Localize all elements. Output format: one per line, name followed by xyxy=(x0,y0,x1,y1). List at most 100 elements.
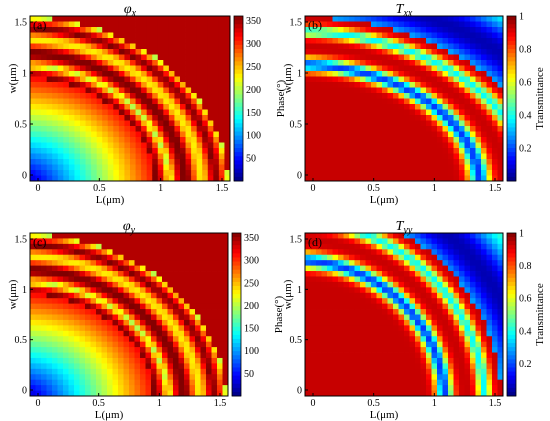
heatmap-cell xyxy=(371,76,377,83)
heatmap-cell xyxy=(196,76,203,83)
heatmap-cell xyxy=(134,303,141,310)
heatmap-cell xyxy=(102,71,109,77)
heatmap-cell xyxy=(96,76,103,83)
heatmap-cell xyxy=(437,325,443,332)
x-tick-label: 0.5 xyxy=(93,183,106,194)
heatmap-cell xyxy=(107,352,113,359)
heatmap-cell xyxy=(349,352,355,359)
heatmap-cell xyxy=(57,164,64,171)
heatmap-cell xyxy=(349,238,355,245)
heatmap-cell xyxy=(180,49,186,55)
heatmap-cell xyxy=(327,43,333,50)
heatmap-cell xyxy=(321,170,328,176)
heatmap-cell xyxy=(146,87,153,94)
heatmap-cell xyxy=(310,65,317,72)
heatmap-cell xyxy=(409,287,416,294)
heatmap-cell xyxy=(46,159,53,165)
heatmap-cell xyxy=(332,104,339,110)
heatmap-cell xyxy=(85,87,92,94)
heatmap-cell xyxy=(415,254,421,261)
heatmap-cell xyxy=(475,93,482,99)
heatmap-cell xyxy=(85,298,91,305)
heatmap-cell xyxy=(365,82,372,88)
heatmap-cell xyxy=(365,126,372,132)
heatmap-cell xyxy=(145,341,152,348)
heatmap-cell xyxy=(46,336,53,343)
heatmap-cell xyxy=(196,93,203,99)
heatmap-cell xyxy=(398,357,405,364)
heatmap-cell xyxy=(404,126,410,132)
heatmap-cell xyxy=(354,21,361,28)
colorbar-segment xyxy=(507,115,516,120)
heatmap-cell xyxy=(420,390,427,397)
heatmap-cell xyxy=(195,368,201,375)
heatmap-cell xyxy=(321,164,328,171)
heatmap-cell xyxy=(349,254,355,261)
heatmap-cell xyxy=(57,54,64,61)
heatmap-cell xyxy=(162,330,168,337)
heatmap-cell xyxy=(442,233,449,239)
heatmap-cell xyxy=(118,325,124,332)
colorbar-segment xyxy=(232,379,241,385)
heatmap-cell xyxy=(30,153,36,160)
heatmap-cell xyxy=(398,390,405,397)
heatmap-cell xyxy=(393,98,399,105)
heatmap-cell xyxy=(497,71,504,77)
heatmap-cell xyxy=(91,54,98,61)
heatmap-cell xyxy=(156,243,163,250)
heatmap-cell xyxy=(178,249,185,256)
heatmap-cell xyxy=(316,336,322,343)
heatmap-cell xyxy=(360,82,366,88)
heatmap-cell xyxy=(486,325,493,332)
heatmap-cell xyxy=(365,153,372,160)
heatmap-cell xyxy=(157,109,164,116)
heatmap-cell xyxy=(167,265,174,272)
heatmap-cell xyxy=(338,175,344,182)
heatmap-cell xyxy=(112,281,119,288)
heatmap-cell xyxy=(376,303,383,310)
colorbar-segment xyxy=(507,82,516,87)
heatmap-cell xyxy=(46,303,53,310)
heatmap-cell xyxy=(90,357,97,364)
heatmap-cell xyxy=(30,319,36,326)
heatmap-cell xyxy=(398,27,405,33)
heatmap-cell xyxy=(475,137,482,143)
heatmap-cell xyxy=(354,82,361,88)
heatmap-cell xyxy=(371,104,377,110)
heatmap-cell xyxy=(102,153,109,160)
heatmap-cell xyxy=(365,233,372,239)
heatmap-cell xyxy=(168,164,175,171)
heatmap-cell xyxy=(437,249,443,256)
heatmap-cell xyxy=(310,16,317,22)
heatmap-cell xyxy=(90,347,97,353)
heatmap-cell xyxy=(327,357,333,364)
heatmap-cell xyxy=(35,385,42,391)
heatmap-cell xyxy=(470,325,476,332)
heatmap-cell xyxy=(431,238,438,245)
heatmap-cell xyxy=(113,60,120,66)
heatmap-cell xyxy=(354,109,361,116)
heatmap-cell xyxy=(448,49,454,55)
heatmap-cell xyxy=(185,115,192,121)
heatmap-cell xyxy=(46,233,53,239)
heatmap-cell xyxy=(338,170,344,176)
heatmap-cell xyxy=(354,126,361,132)
heatmap-cell xyxy=(464,49,471,55)
heatmap-cell xyxy=(398,368,405,375)
heatmap-cell xyxy=(146,175,153,182)
heatmap-cell xyxy=(152,82,159,88)
heatmap-cell xyxy=(107,32,114,39)
heatmap-cell xyxy=(409,115,416,121)
heatmap-cell xyxy=(46,298,53,305)
heatmap-cell xyxy=(96,249,102,256)
heatmap-cell xyxy=(404,363,410,370)
colorbar-segment xyxy=(507,363,516,368)
heatmap-cell xyxy=(332,82,339,88)
heatmap-cell xyxy=(80,109,86,116)
heatmap-cell xyxy=(195,287,201,294)
heatmap-cell xyxy=(196,71,203,77)
heatmap-cell xyxy=(486,357,493,364)
heatmap-cell xyxy=(151,319,157,326)
heatmap-cell xyxy=(63,233,69,239)
heatmap-cell xyxy=(409,325,416,332)
